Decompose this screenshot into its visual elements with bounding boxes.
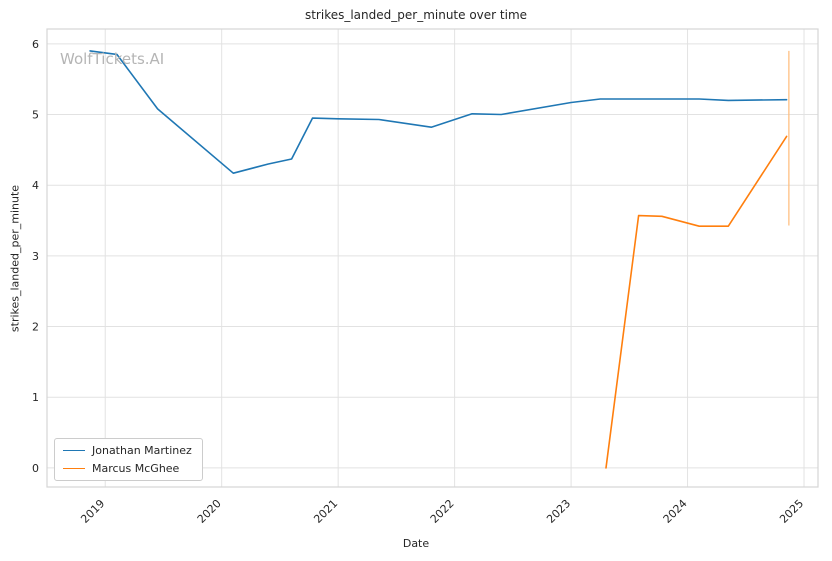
- svg-text:2023: 2023: [544, 497, 573, 526]
- svg-text:2019: 2019: [78, 497, 107, 526]
- legend-item: Marcus McGhee: [63, 462, 192, 475]
- svg-text:2025: 2025: [777, 497, 806, 526]
- svg-text:0: 0: [32, 462, 39, 475]
- chart-title: strikes_landed_per_minute over time: [304, 8, 528, 22]
- svg-text:6: 6: [32, 38, 39, 51]
- svg-text:1: 1: [32, 391, 39, 404]
- svg-text:2024: 2024: [661, 497, 690, 526]
- legend-label: Jonathan Martinez: [92, 444, 192, 457]
- legend-line-swatch: [63, 468, 85, 469]
- legend-item: Jonathan Martinez: [63, 444, 192, 457]
- svg-text:2021: 2021: [311, 497, 340, 526]
- legend-label: Marcus McGhee: [92, 462, 180, 475]
- svg-text:4: 4: [32, 179, 39, 192]
- svg-text:2: 2: [32, 321, 39, 334]
- watermark: WolfTickets.AI: [60, 50, 165, 68]
- svg-text:5: 5: [32, 109, 39, 122]
- legend-line-swatch: [63, 450, 85, 451]
- svg-text:3: 3: [32, 250, 39, 263]
- svg-text:2020: 2020: [195, 497, 224, 526]
- legend: Jonathan Martinez Marcus McGhee: [54, 438, 203, 481]
- svg-text:2022: 2022: [428, 497, 457, 526]
- x-axis-label: Date: [402, 537, 430, 550]
